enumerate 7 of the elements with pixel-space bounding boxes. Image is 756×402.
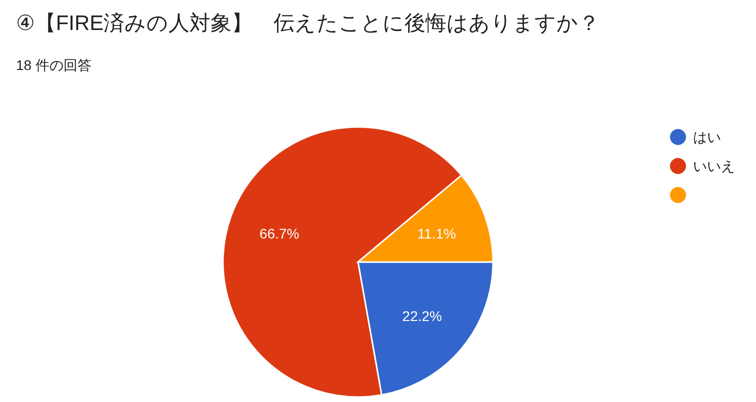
data-label: 22.2%	[402, 308, 442, 324]
legend-label: いいえ	[693, 158, 735, 174]
text: 18 件の回答	[16, 57, 92, 73]
data-label: 11.1%	[417, 225, 456, 242]
chart-title: ④【FIRE済みの人対象】 伝えたことに後悔はありますか？	[16, 12, 600, 35]
legend-label: はい	[693, 129, 721, 145]
data-label: 66.7%	[259, 225, 300, 242]
